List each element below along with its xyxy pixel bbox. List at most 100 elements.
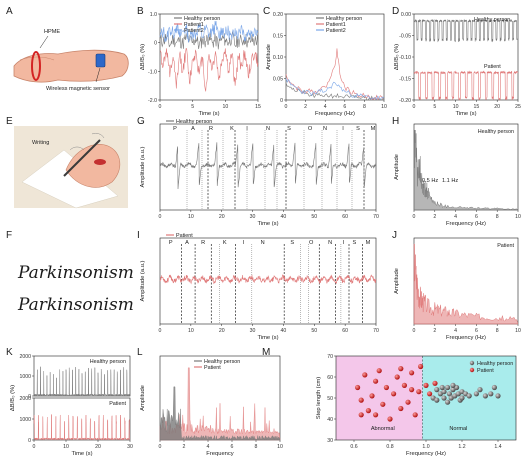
chart-m-point-healthy	[445, 384, 451, 391]
chart-m-region-label-abnormal: Abnormal	[371, 426, 395, 432]
chart-c-series-1	[285, 82, 385, 101]
chart-c-xtick-label: 10	[381, 104, 387, 110]
chart-m-point-patient	[398, 405, 404, 412]
chart-m-point-patient	[383, 384, 389, 391]
chart-m-point-healthy	[441, 395, 447, 401]
chart-b-series-3	[159, 20, 259, 43]
chart-m-point-healthy	[495, 393, 501, 399]
chart-j-xtick-label: 4	[454, 328, 457, 334]
chart-k-ylabel: ΔB/B₀ (%)	[10, 385, 16, 411]
handwriting-line-1: Parkinsonism	[17, 263, 134, 283]
panel-label-k: K	[6, 347, 13, 358]
chart-m-point-healthy	[482, 393, 488, 399]
chart-m-legend-marker	[469, 360, 475, 366]
chart-m-point-patient	[358, 397, 364, 403]
chart-j-series-1	[413, 243, 519, 325]
chart-i-ylabel: Amplitude (a.u.)	[140, 260, 146, 301]
chart-j-xtick-label: 2	[433, 328, 436, 334]
panel-label-f: F	[6, 230, 12, 241]
chart-m-ylabel: Step length (cm)	[316, 377, 322, 420]
chart-i-letter: R	[201, 240, 205, 246]
chart-m-point-patient	[427, 391, 433, 397]
chart-d-ytick-label: -0.05	[399, 34, 411, 40]
chart-l-xtick-label: 6	[231, 444, 234, 450]
chart-i-xtick-label: 60	[342, 328, 348, 334]
chart-i-xtick-label: 70	[373, 328, 379, 334]
chart-l-series-2	[159, 367, 281, 441]
chart-c-ytick-label: 0	[280, 98, 283, 104]
chart-b-xlabel: Time (s)	[198, 111, 219, 117]
chart-m-legend-label: Patient	[477, 368, 494, 374]
chart-g-ylabel: Amplitude (a.u.)	[140, 146, 146, 187]
chart-m-point-patient	[365, 408, 371, 414]
chart-g-xtick-label: 70	[373, 214, 379, 220]
chart-m-point-healthy	[488, 391, 494, 397]
chart-h-xtick-label: 8	[496, 214, 499, 220]
hpme-ring-small	[94, 159, 106, 165]
chart-m-point-healthy	[459, 395, 465, 401]
chart-l: 0 2 4 6 8 10 Frequency Amplitude Healthy personP…	[140, 355, 283, 457]
chart-c-xlabel: Frequency (Hz)	[315, 111, 355, 117]
chart-i-xtick-label: 10	[188, 328, 194, 334]
chart-c-xtick-label: 6	[343, 104, 346, 110]
chart-h-annotation-2: 1.1 Hz	[442, 178, 458, 184]
chart-i-xtick-label: 30	[250, 328, 256, 334]
chart-c-series-2	[285, 48, 385, 101]
panel-label-j: J	[392, 230, 397, 241]
chart-m-point-patient	[373, 378, 379, 384]
chart-m-point-healthy	[439, 384, 445, 391]
chart-b-ytick-label: 0	[154, 41, 157, 47]
chart-i-xlabel: Time (s)	[257, 335, 278, 341]
chart-g-frame	[159, 123, 377, 211]
handwriting-samples: Parkinsonism Parkinsonism	[17, 263, 134, 315]
chart-g: 0 10 20 30 40 50 60 70 Time (s) Amplitude (a.u.) P…	[140, 119, 379, 227]
chart-h-series-1	[413, 129, 519, 211]
chart-g-letter: S	[287, 126, 291, 132]
handwriting-line-2: Parkinsonism	[17, 295, 134, 315]
chart-m-point-patient	[418, 363, 424, 370]
chart-m-point-patient	[412, 412, 418, 418]
chart-d-ytick-label: -0.10	[399, 55, 411, 61]
chart-m-point-patient	[423, 382, 429, 388]
chart-d-ytick-label: -0.20	[399, 98, 411, 104]
chart-c-ytick-label: 0.10	[273, 55, 283, 61]
chart-g-series-1	[159, 142, 377, 189]
chart-m-ytick-label: 50	[327, 396, 333, 402]
chart-g-letter: S	[356, 126, 360, 132]
chart-h-xtick-label: 10	[515, 214, 521, 220]
chart-b-legend-label: Healthy person	[184, 16, 220, 22]
chart-g-xtick-label: 40	[281, 214, 287, 220]
chart-b-ytick-label: 1.0	[150, 12, 157, 18]
chart-m: 0.6 0.8 1.0 1.2 1.4 70 60 50 40 30 Frequency (Hz) S…	[316, 354, 517, 457]
chart-k-bottom-series	[33, 414, 131, 441]
chart-b-xtick-label: 0	[159, 104, 162, 110]
chart-i-letter: N	[328, 240, 332, 246]
chart-b-series-1	[159, 31, 259, 50]
chart-g-letter: M	[371, 126, 376, 132]
chart-j-legend-label: Patient	[497, 243, 514, 249]
panel-label-l: L	[137, 347, 143, 358]
chart-m-point-patient	[409, 370, 415, 376]
chart-d-ytick-label: 0.00	[401, 12, 411, 18]
chart-k-top-ytick-label: 1000	[19, 374, 31, 380]
wireless-sensor-device	[95, 53, 106, 68]
chart-d-xtick-label: 20	[494, 104, 500, 110]
chart-c-xtick-label: 8	[363, 104, 366, 110]
chart-b-frame	[159, 13, 259, 101]
chart-b-ytick-label: -2.0	[148, 98, 157, 104]
chart-l-xtick-label: 0	[159, 444, 162, 450]
chart-b-ylabel: ΔB/B₀ (%)	[140, 44, 146, 70]
chart-d-xtick-label: 5	[433, 104, 436, 110]
chart-i-letter: A	[185, 240, 189, 246]
panel-label-i: I	[137, 230, 140, 241]
chart-b-series-2	[159, 47, 259, 92]
chart-c-xtick-label: 0	[285, 104, 288, 110]
chart-c: 0 2 4 6 8 10 0.20 0.15 0.10 0.05 0 Frequency (Hz) Am…	[266, 12, 387, 117]
chart-c-ytick-label: 0.15	[273, 34, 283, 40]
chart-h-annotation-1: 0.5 Hz	[422, 178, 438, 184]
chart-j-xlabel: Frequency (Hz)	[446, 335, 486, 341]
chart-m-legend-marker	[469, 367, 475, 373]
chart-m-point-healthy	[434, 397, 440, 403]
chart-m-point-patient	[432, 380, 438, 386]
chart-g-xtick-label: 20	[219, 214, 225, 220]
